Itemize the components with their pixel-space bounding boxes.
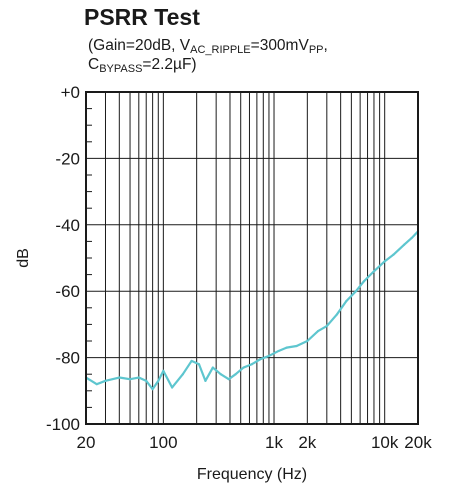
data-point [234, 373, 237, 376]
data-point [157, 379, 160, 382]
data-point [104, 379, 107, 382]
data-point [219, 373, 222, 376]
data-point [295, 344, 298, 348]
y-axis-label: dB [15, 248, 32, 268]
x-tick-label: 100 [149, 433, 177, 452]
data-point [95, 383, 98, 386]
data-point [145, 379, 148, 382]
data-point [162, 369, 165, 372]
y-tick-label: -40 [55, 216, 80, 235]
data-point [151, 388, 154, 391]
data-point [316, 329, 320, 333]
data-point [128, 378, 132, 381]
data-point [392, 253, 395, 256]
series-group [84, 230, 420, 391]
data-point [204, 379, 207, 382]
subtitle-subscript: BYPASS [99, 63, 143, 75]
data-point [285, 346, 288, 349]
data-point [190, 359, 193, 363]
data-point [181, 373, 184, 376]
tick-labels: 20 100 1k 2k 10k 20k +0 -20 -40 -60 -80 -100 [46, 83, 432, 452]
x-tick-label: 1k [265, 433, 283, 452]
chart-subtitle-line-1: (Gain=20dB, VAC_RIPPLE=300mVPP, [88, 38, 328, 56]
data-point [171, 386, 174, 389]
x-tick-label: 2k [298, 433, 316, 452]
subtitle-text: , [323, 37, 328, 54]
data-point [335, 313, 339, 316]
subtitle-subscript: AC_RIPPLE [190, 44, 251, 56]
data-point [259, 358, 262, 361]
x-tick-label: 20 [77, 433, 96, 452]
data-point [383, 260, 386, 263]
plot-frame [85, 91, 419, 425]
data-point [227, 378, 230, 381]
data-point [211, 366, 214, 369]
data-point [118, 376, 121, 379]
data-point [242, 366, 245, 369]
data-point [372, 270, 376, 273]
data-point [325, 324, 328, 328]
y-tick-label: -100 [46, 415, 80, 434]
subtitle-text: C [88, 56, 100, 73]
data-point [250, 363, 253, 366]
chart-subtitle-line-2: CBYPASS=2.2µF) [88, 57, 197, 75]
data-point [403, 243, 406, 246]
data-point [137, 376, 140, 379]
y-tick-label: -80 [55, 349, 80, 368]
y-tick-label: +0 [61, 83, 80, 102]
psrr-series-line [85, 230, 419, 391]
data-point [197, 363, 201, 366]
x-tick-label: 20k [404, 433, 432, 452]
subtitle-text: (Gain=20dB, V [88, 37, 191, 54]
subtitle-text: =300mV [250, 37, 309, 54]
data-point [345, 300, 348, 303]
x-axis-label: Frequency (Hz) [197, 466, 307, 483]
grid-lines [86, 92, 418, 424]
data-point [306, 339, 309, 343]
data-point [410, 236, 413, 240]
data-point [354, 290, 358, 293]
subtitle-subscript: PP [308, 44, 324, 56]
x-tick-label: 10k [371, 433, 399, 452]
y-tick-label: -20 [55, 149, 80, 168]
chart-title: PSRR Test [84, 4, 200, 30]
y-tick-label: -60 [55, 282, 80, 301]
data-point [277, 349, 280, 353]
data-point [362, 280, 366, 283]
subtitle-text: =2.2µF) [142, 56, 197, 73]
data-point [267, 354, 271, 358]
